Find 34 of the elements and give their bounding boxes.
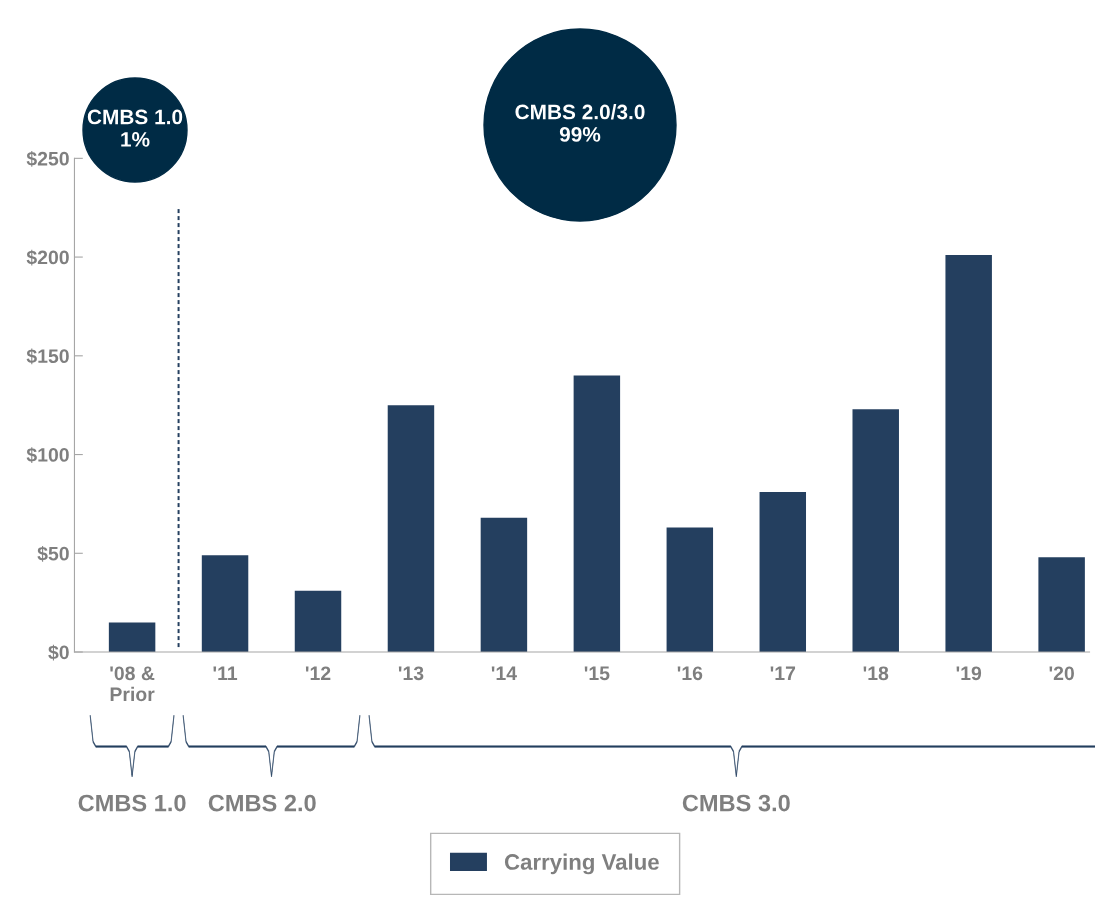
bar <box>108 622 156 653</box>
y-tick-label: $150 <box>26 348 69 365</box>
bar <box>1038 557 1085 653</box>
x-tick-label: '17 <box>770 666 796 680</box>
text: CMBS 3.0 <box>682 794 790 812</box>
x-tick-label: '19 <box>956 666 982 681</box>
bar <box>666 527 714 653</box>
bar <box>294 590 342 653</box>
bar <box>480 517 528 653</box>
bar <box>852 409 899 653</box>
x-tick-label: '12 <box>305 666 331 680</box>
x-tick-label: '13 <box>398 666 424 681</box>
bar <box>387 405 435 653</box>
x-tick-label: '18 <box>863 666 889 681</box>
bar <box>573 375 621 653</box>
text: CMBS 1.0 <box>78 794 186 812</box>
x-tick-label: '15 <box>584 666 610 681</box>
text: CMBS 1.0 1% <box>87 109 183 147</box>
x-tick-label: '14 <box>491 666 517 680</box>
y-tick-label: $100 <box>26 447 69 464</box>
y-tick-label: $200 <box>26 249 69 266</box>
bar <box>759 492 807 653</box>
bar <box>201 555 249 653</box>
x-tick-label: '11 <box>213 666 238 680</box>
x-tick-label: '08 & Prior <box>110 666 155 702</box>
text: CMBS 2.0/3.0 99% <box>515 104 645 142</box>
text: CMBS 2.0 <box>208 794 316 812</box>
y-tick-label: $50 <box>37 545 69 562</box>
x-tick-label: '16 <box>677 666 703 681</box>
x-tick-label: '20 <box>1049 666 1074 681</box>
y-tick-label: $250 <box>26 150 69 167</box>
y-tick-label: $0 <box>48 644 69 661</box>
bar <box>945 255 992 653</box>
legend-label: Carrying Value <box>504 853 659 875</box>
